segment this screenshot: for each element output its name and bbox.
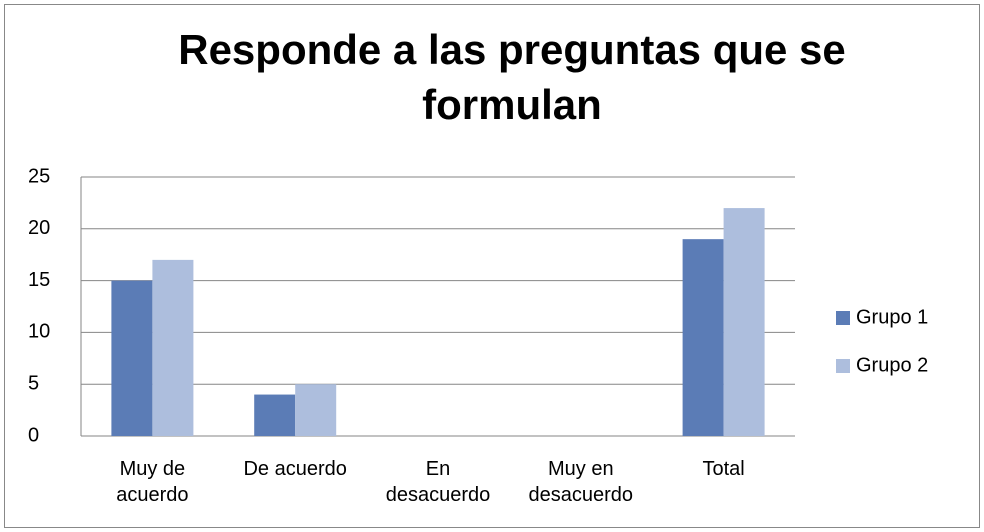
y-tick-label: 20 [28, 217, 50, 239]
chart-border [4, 4, 980, 528]
y-tick-label: 15 [28, 269, 50, 291]
x-tick-label: Muy en desacuerdo [528, 458, 634, 506]
legend-swatch [836, 359, 850, 373]
legend-label: Grupo 1 [856, 306, 928, 328]
bar [295, 384, 337, 436]
x-tick-label: De acuerdo [243, 458, 347, 480]
x-tick-label: Total [702, 458, 745, 480]
bar [682, 239, 724, 436]
y-tick-label: 10 [28, 321, 50, 343]
bar [152, 259, 194, 436]
bar [111, 280, 153, 436]
bar [254, 394, 296, 436]
x-tick-label: Muy de acuerdo [116, 458, 189, 506]
legend-swatch [836, 311, 850, 325]
x-tick-label: En desacuerdo [385, 458, 491, 506]
y-tick-label: 0 [28, 424, 39, 446]
chart-title: Responde a las preguntas que se formulan [178, 26, 846, 128]
bar [723, 208, 765, 436]
legend-label: Grupo 2 [856, 354, 928, 376]
y-tick-label: 5 [28, 372, 39, 394]
y-tick-label: 25 [28, 165, 50, 187]
